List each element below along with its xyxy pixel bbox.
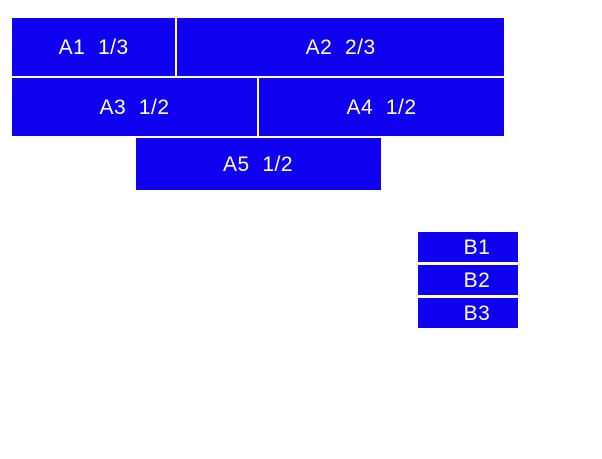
- cell-a4[interactable]: A4 1/2: [259, 78, 504, 136]
- cell-a3[interactable]: A3 1/2: [12, 78, 257, 136]
- group-b-container: B1 B2 B3: [418, 232, 518, 328]
- cell-a5[interactable]: A5 1/2: [135, 138, 381, 190]
- cell-b1[interactable]: B1: [418, 232, 518, 262]
- cell-b2[interactable]: B2: [418, 265, 518, 295]
- group-a-row-2: A3 1/2 A4 1/2: [12, 78, 504, 136]
- group-a-row-3: A5 1/2: [12, 138, 504, 190]
- cell-a2[interactable]: A2 2/3: [177, 18, 504, 76]
- cell-a1[interactable]: A1 1/3: [12, 18, 176, 76]
- cell-b3[interactable]: B3: [418, 298, 518, 328]
- group-a-row-1: A1 1/3 A2 2/3: [12, 18, 504, 76]
- group-a-container: A1 1/3 A2 2/3 A3 1/2 A4 1/2 A5 1/2: [12, 18, 504, 192]
